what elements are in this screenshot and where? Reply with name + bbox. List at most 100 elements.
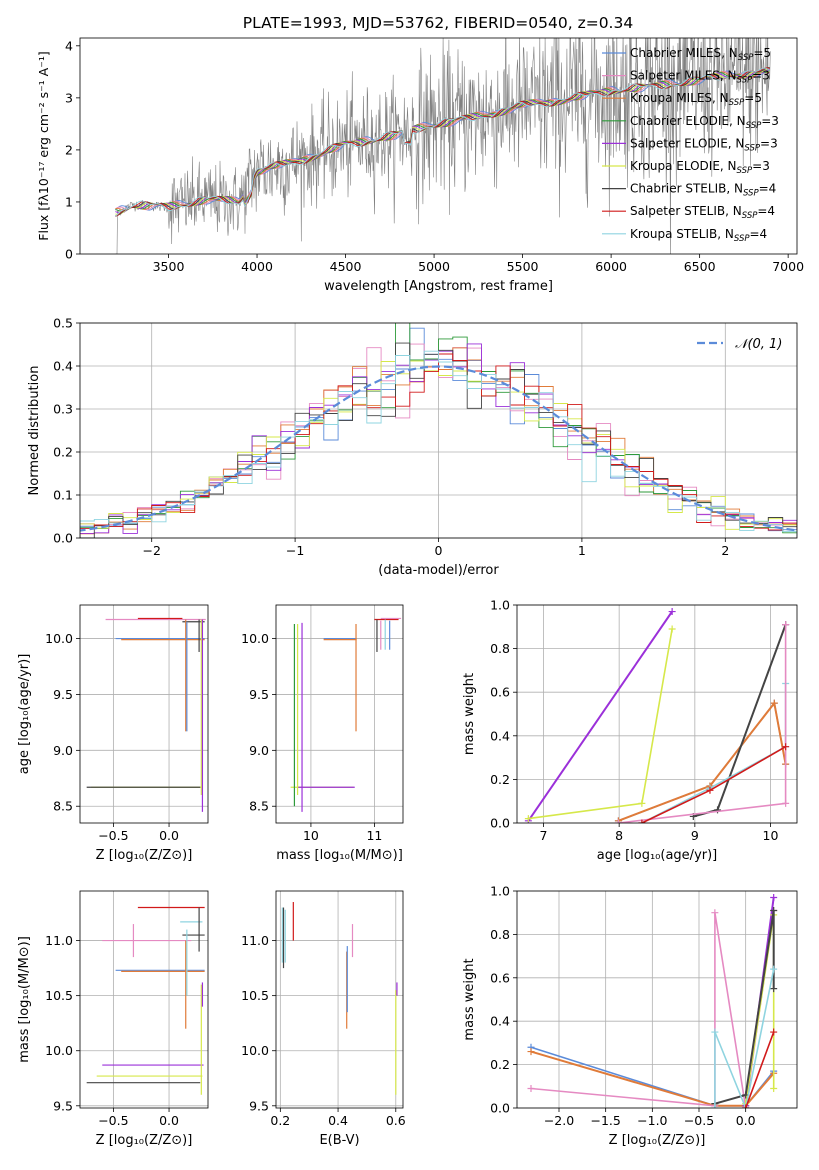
y-tick-label: 0.4 xyxy=(53,359,73,374)
axes-age-mass: 10 11 8.5 9.0 9.5 10.0 mass [log₁₀(M/M⊙)] xyxy=(241,604,404,863)
y-tick-label: 0.5 xyxy=(53,316,73,331)
x-tick-label: 5500 xyxy=(507,259,539,274)
y-tick-label: 9.5 xyxy=(249,687,269,702)
x-tick-label: 0.6 xyxy=(386,1113,406,1128)
legend-entry-salpeter-miles: Salpeter MILES, NSSP=3 xyxy=(630,69,770,86)
x-tick-label: −1.5 xyxy=(590,1113,620,1128)
x-tick-label: 10 xyxy=(763,828,779,843)
y-tick-label: 2 xyxy=(65,142,73,157)
axes-spectrum: 3500 4000 4500 5000 5500 6000 6500 7000 0 1 2 3 4 wav… xyxy=(36,37,804,294)
y-axis-label: mass weight xyxy=(462,673,477,755)
histogram-kroupa-stelib xyxy=(80,350,797,537)
x-axis-label: mass [log₁₀(M/M⊙)] xyxy=(276,848,403,863)
weight-point-kroupa-stelib xyxy=(770,965,778,973)
y-tick-label: 10.5 xyxy=(45,988,73,1003)
x-tick-label: 7 xyxy=(540,828,548,843)
y-tick-label: 11.0 xyxy=(45,933,73,948)
y-tick-label: 11.0 xyxy=(241,933,269,948)
y-tick-label: 0.2 xyxy=(490,1057,510,1072)
y-tick-label: 8.5 xyxy=(53,799,73,814)
x-tick-label: −2.0 xyxy=(544,1113,574,1128)
x-tick-label: −0.5 xyxy=(98,828,128,843)
weight-line-kroupa-stelib xyxy=(641,683,787,823)
weight-point-kroupa-stelib xyxy=(711,1028,719,1036)
x-tick-label: 0.0 xyxy=(159,1113,179,1128)
y-tick-label: 8.5 xyxy=(249,799,269,814)
x-tick-label: 3500 xyxy=(153,259,185,274)
y-tick-label: 9.0 xyxy=(249,743,269,758)
weight-point-salpeter-miles xyxy=(614,819,622,823)
weight-point-salpeter-elodie xyxy=(668,608,676,616)
y-tick-label: 0.4 xyxy=(490,1014,510,1029)
spectrum-model-salpeter-stelib xyxy=(115,67,770,217)
weight-line-kroupa-miles xyxy=(530,1050,775,1107)
x-tick-label: 4500 xyxy=(330,259,362,274)
weight-point-kroupa-stelib xyxy=(711,1104,719,1108)
y-tick-label: 3 xyxy=(65,90,73,105)
y-tick-label: 0.6 xyxy=(490,685,510,700)
axes-mass-Z: −0.5 0.0 9.5 10.0 10.5 11.0 Z [log₁₀(Z/Z⊙)] mas… xyxy=(17,890,209,1148)
x-tick-label: 6500 xyxy=(684,259,716,274)
y-tick-label: 9.5 xyxy=(53,1098,73,1113)
weight-line-salpeter-stelib xyxy=(744,1031,775,1108)
plot-area-weight-age xyxy=(524,608,790,823)
legend-entry-chabrier-stelib: Chabrier STELIB, NSSP=4 xyxy=(630,182,776,199)
weight-point-salpeter-miles xyxy=(711,909,719,917)
plot-area-mass-ebv xyxy=(281,902,398,1095)
x-tick-label: 1 xyxy=(578,543,586,558)
x-tick-label: 4000 xyxy=(241,259,273,274)
y-tick-label: 10.0 xyxy=(241,1043,269,1058)
x-axis-label: Z [log₁₀(Z/Z⊙)] xyxy=(96,848,193,863)
weight-point-chabrier-stelib xyxy=(770,985,778,993)
weight-point-kroupa-miles xyxy=(770,699,778,707)
y-tick-label: 4 xyxy=(65,38,73,53)
x-tick-label: 0.0 xyxy=(736,1113,756,1128)
y-tick-label: 0.2 xyxy=(490,772,510,787)
plot-area-age-Z xyxy=(86,617,206,812)
y-tick-label: 9.0 xyxy=(53,743,73,758)
x-tick-label: 5000 xyxy=(418,259,450,274)
y-tick-label: 10.0 xyxy=(45,1043,73,1058)
x-axis-label: (data-model)/error xyxy=(378,563,499,578)
weight-point-kroupa-elodie xyxy=(524,815,532,823)
spectrum-model-kroupa-stelib xyxy=(115,67,770,217)
normal-curve xyxy=(80,365,797,532)
plot-area-age-mass xyxy=(290,617,402,812)
x-axis-label: E(B-V) xyxy=(319,1133,359,1148)
x-tick-label: 0.0 xyxy=(159,828,179,843)
weight-point-kroupa-elodie xyxy=(638,799,646,807)
y-axis-label: mass [log₁₀(M/M⊙)] xyxy=(17,936,32,1063)
x-axis-label: wavelength [Angstrom, rest frame] xyxy=(324,279,553,294)
spectrum-model-chabrier-stelib xyxy=(115,66,770,217)
axes-weight-age: 7 8 9 10 0.0 0.2 0.4 0.6 0.8 1.0 age [log₁₀(age/yr… xyxy=(462,598,798,863)
y-axis-label: Flux [fλ10⁻¹⁷ erg cm⁻² s⁻¹ A⁻¹] xyxy=(36,51,51,240)
y-tick-label: 10.0 xyxy=(45,631,73,646)
y-tick-label: 0.0 xyxy=(490,816,510,831)
legend-entry-salpeter-stelib: Salpeter STELIB, NSSP=4 xyxy=(630,204,775,221)
y-tick-label: 1.0 xyxy=(490,598,510,613)
x-tick-label: 0 xyxy=(435,543,443,558)
weight-point-salpeter-miles xyxy=(527,1084,535,1092)
y-tick-label: 0.4 xyxy=(490,728,510,743)
axes-age-Z: −0.5 0.0 8.5 9.0 9.5 10.0 Z [log₁₀(Z/Z⊙)] age [… xyxy=(17,604,209,863)
legend-entry-kroupa-miles: Kroupa MILES, NSSP=5 xyxy=(630,91,762,108)
y-tick-label: 9.5 xyxy=(249,1098,269,1113)
plot-area-spectrum xyxy=(115,38,771,254)
spectrum-legend: Chabrier MILES, NSSP=5 Salpeter MILES, NS… xyxy=(602,46,779,244)
spectrum-data-line xyxy=(115,38,771,254)
weight-line-kroupa-stelib xyxy=(714,968,775,1108)
y-tick-label: 9.5 xyxy=(53,687,73,702)
y-tick-label: 1.0 xyxy=(490,884,510,899)
legend-entry-chabrier-miles: Chabrier MILES, NSSP=5 xyxy=(630,46,771,63)
x-tick-label: −1.0 xyxy=(637,1113,667,1128)
axes-frame xyxy=(516,604,798,824)
x-tick-label: 7000 xyxy=(772,259,804,274)
x-tick-label: 11 xyxy=(366,828,382,843)
y-tick-label: 10.5 xyxy=(241,988,269,1003)
histogram-salpeter-stelib xyxy=(80,353,797,533)
weight-point-kroupa-elodie xyxy=(770,1084,778,1092)
y-axis-label: Normed distribution xyxy=(27,366,42,496)
weight-point-salpeter-miles xyxy=(782,799,790,807)
y-tick-label: 0.2 xyxy=(53,445,73,460)
